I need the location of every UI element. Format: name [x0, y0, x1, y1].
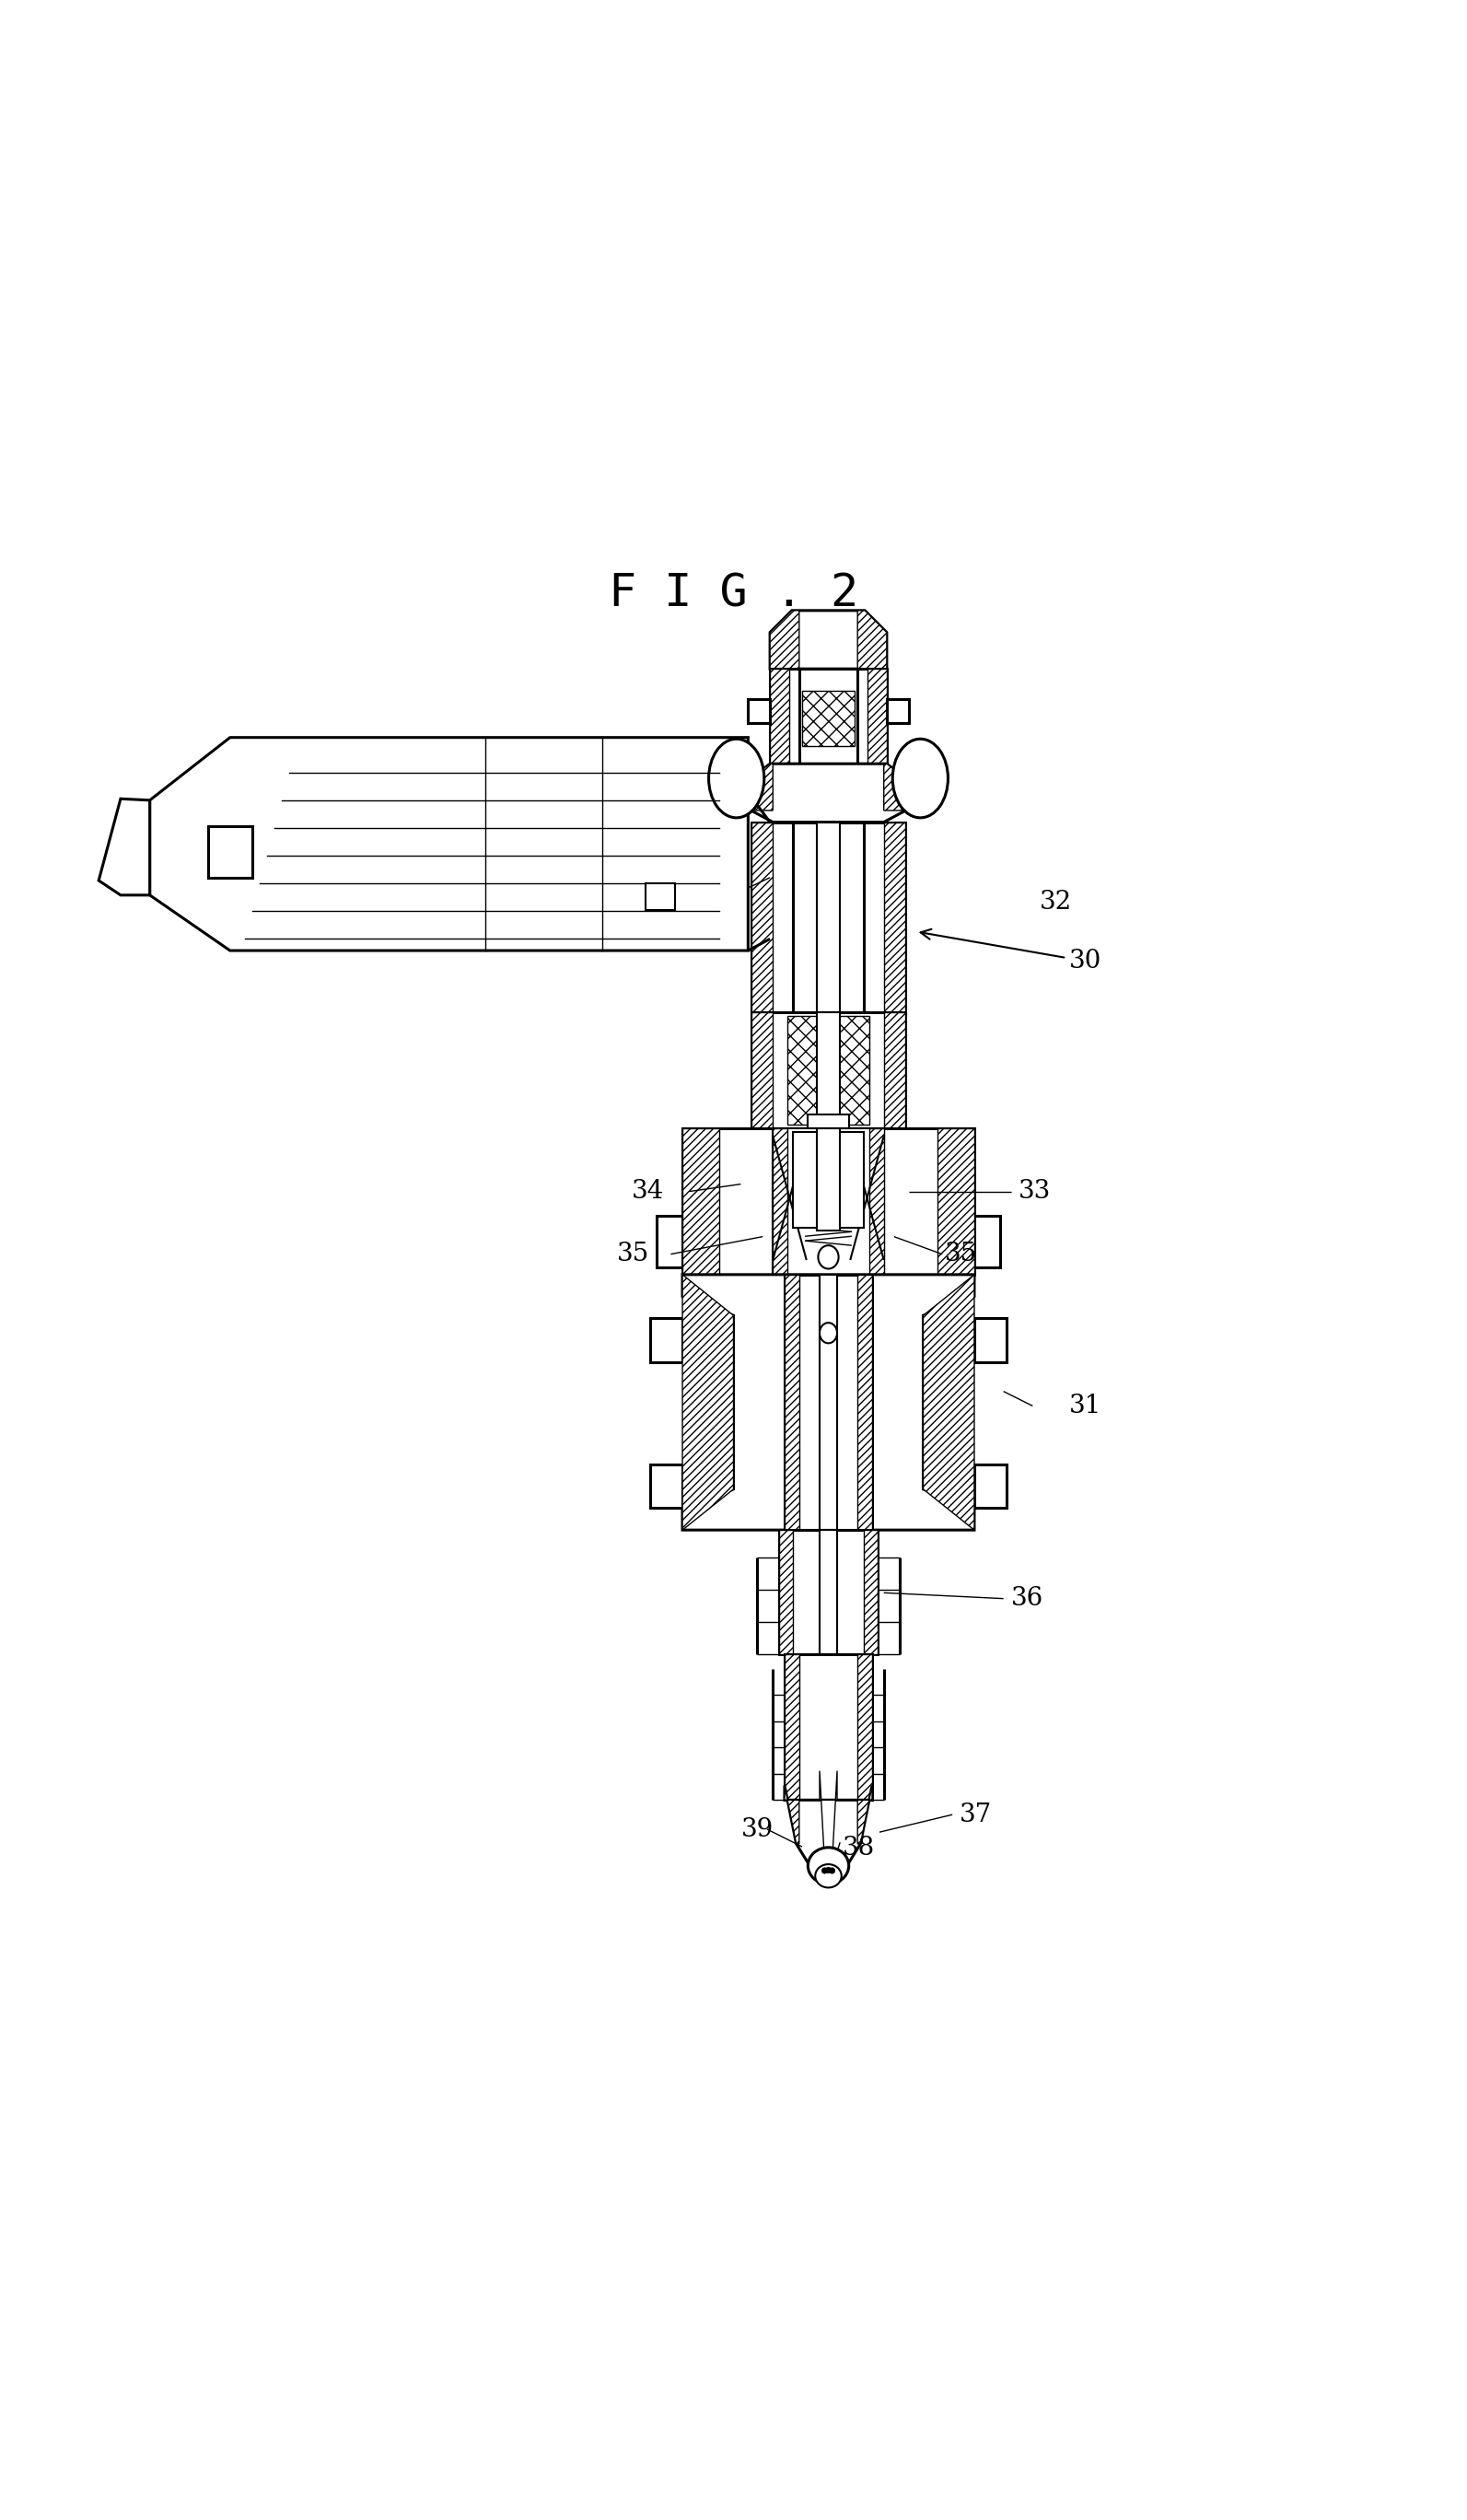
Bar: [858, 1653, 873, 1799]
Bar: [883, 822, 905, 1013]
Bar: [937, 1129, 974, 1275]
Polygon shape: [751, 764, 773, 811]
Text: F I G . 2: F I G . 2: [609, 572, 858, 615]
Bar: [751, 822, 905, 1013]
Bar: [770, 668, 789, 764]
Ellipse shape: [820, 1323, 838, 1343]
Ellipse shape: [819, 1245, 839, 1268]
Bar: [748, 701, 770, 723]
Bar: [773, 1129, 788, 1275]
Bar: [788, 1016, 870, 1124]
Bar: [800, 668, 858, 764]
Ellipse shape: [892, 738, 948, 819]
Ellipse shape: [822, 1867, 827, 1872]
Bar: [883, 1129, 905, 1230]
Text: 34: 34: [631, 1179, 663, 1205]
Bar: [817, 822, 841, 1013]
Polygon shape: [820, 1772, 838, 1870]
Polygon shape: [770, 610, 886, 668]
Bar: [794, 1131, 864, 1227]
Ellipse shape: [816, 1865, 842, 1887]
Polygon shape: [150, 738, 748, 950]
Bar: [682, 1129, 719, 1275]
Polygon shape: [785, 1787, 800, 1845]
Bar: [773, 1129, 883, 1275]
Polygon shape: [923, 1275, 974, 1530]
Polygon shape: [858, 610, 886, 668]
Bar: [974, 1464, 1006, 1507]
Bar: [883, 1013, 905, 1129]
Polygon shape: [785, 1787, 873, 1877]
Bar: [770, 668, 886, 764]
Bar: [650, 1318, 682, 1363]
Bar: [785, 1275, 800, 1530]
Polygon shape: [883, 764, 905, 811]
Polygon shape: [858, 1787, 873, 1845]
Bar: [794, 822, 864, 1013]
Text: 33: 33: [1018, 1179, 1050, 1205]
Bar: [779, 1530, 794, 1653]
Bar: [751, 1013, 773, 1129]
Bar: [208, 827, 252, 877]
Text: 39: 39: [741, 1817, 773, 1842]
Bar: [785, 1275, 873, 1530]
Polygon shape: [172, 741, 719, 940]
Text: 38: 38: [844, 1835, 876, 1860]
Bar: [751, 1013, 905, 1129]
Polygon shape: [682, 1275, 734, 1530]
Bar: [864, 1530, 877, 1653]
Bar: [974, 1217, 1000, 1268]
Bar: [785, 1653, 800, 1799]
Polygon shape: [682, 1275, 974, 1530]
Ellipse shape: [709, 738, 764, 819]
Bar: [656, 1217, 682, 1268]
Bar: [820, 1530, 838, 1653]
Bar: [751, 822, 773, 1013]
Bar: [650, 1464, 682, 1507]
Polygon shape: [645, 885, 675, 910]
Bar: [820, 1275, 838, 1530]
Bar: [817, 1013, 841, 1129]
Text: 37: 37: [959, 1802, 992, 1827]
Bar: [802, 690, 855, 746]
Text: 35: 35: [945, 1242, 977, 1268]
Text: 32: 32: [1040, 890, 1072, 915]
Ellipse shape: [808, 1847, 849, 1885]
Bar: [886, 701, 908, 723]
Text: 31: 31: [1069, 1394, 1102, 1419]
Bar: [868, 668, 886, 764]
Polygon shape: [751, 764, 905, 822]
Text: 30: 30: [921, 930, 1102, 973]
Bar: [751, 1129, 773, 1230]
Polygon shape: [770, 610, 800, 668]
Bar: [907, 791, 933, 806]
Text: 35: 35: [616, 1242, 650, 1268]
Ellipse shape: [826, 1867, 832, 1872]
Bar: [779, 1530, 877, 1653]
Bar: [870, 1129, 883, 1275]
Bar: [785, 1653, 873, 1799]
Bar: [808, 1114, 849, 1129]
Bar: [723, 791, 750, 806]
Polygon shape: [682, 1129, 974, 1275]
Ellipse shape: [829, 1867, 835, 1872]
Bar: [817, 1129, 841, 1230]
Bar: [751, 1129, 905, 1230]
Bar: [858, 1275, 873, 1530]
Text: 36: 36: [1011, 1585, 1043, 1610]
Bar: [974, 1318, 1006, 1363]
Polygon shape: [98, 799, 150, 895]
